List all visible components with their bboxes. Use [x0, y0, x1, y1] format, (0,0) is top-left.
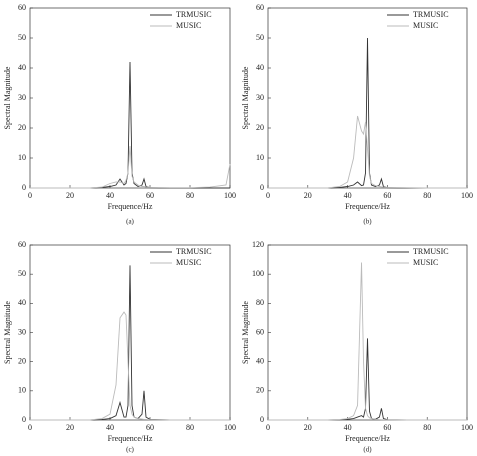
- panel: 0 20 40 60 80 100 0 10 20 30 40 50 60 Frequence/Hz Spe…: [241, 3, 473, 226]
- y-tick-label: 10: [256, 153, 264, 162]
- y-tick-label: 60: [18, 240, 26, 249]
- y-tick-label: 20: [18, 123, 26, 132]
- legend-label: MUSIC: [413, 258, 438, 267]
- panel: 0 20 40 60 80 100 0 10 20 30 40 50 60 Frequence/Hz Spe…: [3, 3, 236, 226]
- x-tick-label: 60: [146, 191, 154, 200]
- y-tick-label: 60: [256, 327, 264, 336]
- legend-label: TRMUSIC: [413, 10, 449, 19]
- x-tick-label: 20: [66, 423, 74, 432]
- series-line: [30, 145, 231, 189]
- y-tick-label: 0: [260, 415, 264, 424]
- x-tick-label: 60: [383, 423, 391, 432]
- x-tick-label: 100: [224, 423, 236, 432]
- x-tick-label: 80: [186, 191, 194, 200]
- x-tick-label: 100: [461, 423, 473, 432]
- x-tick-label: 80: [423, 423, 431, 432]
- y-tick-label: 60: [256, 3, 264, 12]
- y-tick-label: 50: [256, 33, 264, 42]
- y-tick-label: 30: [18, 93, 26, 102]
- legend-label: TRMUSIC: [176, 10, 212, 19]
- series-line: [268, 37, 467, 189]
- legend-label: TRMUSIC: [413, 247, 449, 256]
- x-tick-label: 0: [266, 423, 270, 432]
- panel: 0 20 40 60 80 100 0 20 40 60 80 100 120 Frequence/Hz S…: [241, 240, 473, 454]
- panel-caption: (d): [363, 446, 372, 454]
- y-axis-label: Spectral Magnitude: [3, 301, 12, 364]
- series-line: [30, 311, 230, 421]
- y-axis-label: Spectral Magnitude: [241, 66, 250, 129]
- y-tick-label: 20: [18, 356, 26, 365]
- x-tick-label: 80: [186, 423, 194, 432]
- y-tick-label: 40: [18, 63, 26, 72]
- y-tick-label: 0: [22, 415, 26, 424]
- x-tick-label: 20: [304, 191, 312, 200]
- x-axis-label: Frequence/Hz: [108, 434, 153, 443]
- x-tick-label: 100: [461, 191, 473, 200]
- plot-frame: [267, 244, 468, 421]
- plot-frame: [29, 7, 231, 189]
- legend-label: TRMUSIC: [176, 247, 212, 256]
- panel: 0 20 40 60 80 100 0 10 20 30 40 50 60 Frequence/Hz Spe…: [3, 240, 236, 454]
- panel-caption: (c): [126, 446, 134, 454]
- y-tick-label: 10: [18, 386, 26, 395]
- x-axis-label: Frequence/Hz: [345, 202, 390, 211]
- x-tick-label: 40: [106, 191, 114, 200]
- y-tick-label: 20: [256, 386, 264, 395]
- x-axis-label: Frequence/Hz: [345, 434, 390, 443]
- y-tick-label: 20: [256, 123, 264, 132]
- y-tick-label: 50: [18, 269, 26, 278]
- y-axis-label: Spectral Magnitude: [3, 66, 12, 129]
- y-tick-label: 50: [18, 33, 26, 42]
- x-tick-label: 0: [28, 423, 32, 432]
- y-tick-label: 40: [256, 356, 264, 365]
- y-tick-label: 0: [260, 183, 264, 192]
- x-tick-label: 40: [344, 191, 352, 200]
- legend-label: MUSIC: [176, 258, 201, 267]
- x-tick-label: 40: [344, 423, 352, 432]
- y-axis-label: Spectral Magnitude: [241, 301, 250, 364]
- legend-label: MUSIC: [413, 21, 438, 30]
- y-tick-label: 100: [252, 269, 264, 278]
- x-tick-label: 40: [106, 423, 114, 432]
- panel-caption: (a): [126, 218, 134, 226]
- x-tick-label: 0: [266, 191, 270, 200]
- y-tick-label: 0: [22, 183, 26, 192]
- y-tick-label: 80: [256, 298, 264, 307]
- y-tick-label: 30: [256, 93, 264, 102]
- y-tick-label: 120: [252, 240, 264, 249]
- series-line: [268, 338, 467, 421]
- x-tick-label: 100: [224, 191, 236, 200]
- y-tick-label: 40: [256, 63, 264, 72]
- series-line: [30, 61, 230, 189]
- x-tick-label: 20: [66, 191, 74, 200]
- y-tick-label: 60: [18, 3, 26, 12]
- x-tick-label: 0: [28, 191, 32, 200]
- plot-frame: [267, 7, 468, 189]
- series-line: [268, 115, 467, 189]
- y-tick-label: 10: [18, 153, 26, 162]
- x-axis-label: Frequence/Hz: [108, 202, 153, 211]
- x-tick-label: 80: [423, 191, 431, 200]
- series-line: [268, 262, 467, 421]
- x-tick-label: 60: [383, 191, 391, 200]
- y-tick-label: 30: [18, 327, 26, 336]
- panel-caption: (b): [363, 218, 372, 226]
- x-tick-label: 60: [146, 423, 154, 432]
- legend-label: MUSIC: [176, 21, 201, 30]
- x-tick-label: 20: [304, 423, 312, 432]
- y-tick-label: 40: [18, 298, 26, 307]
